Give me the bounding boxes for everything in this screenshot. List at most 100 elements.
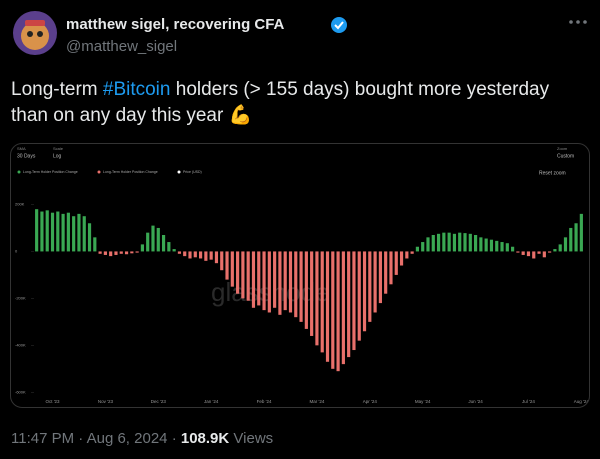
reset-zoom[interactable]: Reset zoom xyxy=(539,170,566,176)
bar xyxy=(399,251,404,266)
bar xyxy=(172,249,176,252)
bar xyxy=(574,223,578,252)
date[interactable]: Aug 6, 2024 xyxy=(86,430,168,447)
bar xyxy=(151,225,155,252)
more-menu[interactable] xyxy=(568,18,588,26)
bar xyxy=(146,232,150,252)
bar xyxy=(347,251,351,358)
bar xyxy=(341,251,345,365)
bar xyxy=(220,251,224,271)
emoji: 💪 xyxy=(228,105,253,126)
y-tick-label: 0 xyxy=(15,248,18,253)
bar xyxy=(489,239,494,252)
bar xyxy=(140,244,144,252)
bar xyxy=(161,235,166,252)
separator: · xyxy=(78,430,84,447)
bar xyxy=(241,251,245,299)
bar xyxy=(273,251,277,308)
bar xyxy=(548,251,552,253)
bar xyxy=(304,251,308,329)
bar xyxy=(331,251,335,369)
footer: 11:47 PM · Aug 6, 2024 · 108.9K Views xyxy=(11,430,273,447)
bar xyxy=(45,210,49,252)
bar xyxy=(484,238,488,252)
bar xyxy=(114,251,118,255)
bar xyxy=(436,233,441,252)
bar xyxy=(124,251,129,255)
x-tick-label: Oct '23 xyxy=(45,399,60,404)
bar xyxy=(357,251,361,341)
bar xyxy=(511,246,515,252)
bar xyxy=(225,251,229,280)
bar xyxy=(452,233,457,252)
bar xyxy=(246,251,250,301)
bar xyxy=(236,251,240,294)
bar xyxy=(389,251,393,285)
bar xyxy=(479,237,483,252)
bar xyxy=(516,251,520,253)
bar xyxy=(505,243,509,252)
bar xyxy=(103,251,107,255)
bar xyxy=(209,251,213,260)
bar xyxy=(431,235,435,252)
bar xyxy=(315,251,319,346)
bar xyxy=(87,223,92,252)
separator: · xyxy=(171,430,177,447)
bar xyxy=(230,251,234,287)
control-label: Zoom xyxy=(557,146,568,151)
handle[interactable]: @matthew_sigel xyxy=(66,38,178,55)
legend-label: Long-Term Holder Position Change xyxy=(23,170,78,174)
legend-label: Price (USD) xyxy=(183,170,202,174)
bar xyxy=(336,251,340,372)
x-tick-label: Dec '23 xyxy=(151,399,167,404)
bar xyxy=(299,251,303,322)
chart-image[interactable]: SMA 30 Days Scale Log Zoom Custom Reset … xyxy=(10,143,590,408)
bar xyxy=(579,213,583,252)
bar xyxy=(82,216,86,252)
bar xyxy=(442,232,446,252)
bar xyxy=(474,235,478,252)
legend-swatch xyxy=(97,170,101,174)
bar xyxy=(66,212,70,252)
bar xyxy=(199,251,203,259)
bar xyxy=(558,244,562,252)
author-name[interactable]: matthew sigel, recovering CFA xyxy=(66,16,285,33)
bar xyxy=(204,251,208,261)
legend-swatch xyxy=(17,170,21,174)
x-tick-label: Jul '24 xyxy=(522,399,535,404)
bar xyxy=(310,251,314,336)
y-tick-label: -200K xyxy=(15,295,26,300)
bar xyxy=(368,251,372,322)
bar xyxy=(373,251,377,313)
verified-badge xyxy=(331,17,347,33)
bar xyxy=(72,216,76,252)
bar xyxy=(426,237,430,252)
avatar[interactable] xyxy=(12,10,58,56)
bar xyxy=(537,251,541,254)
bar xyxy=(421,242,425,252)
bar xyxy=(495,240,499,252)
bar xyxy=(410,251,414,254)
bar xyxy=(130,251,134,254)
views-count: 108.9K xyxy=(180,430,230,447)
bar xyxy=(362,251,367,332)
bar xyxy=(458,232,462,252)
time[interactable]: 11:47 PM xyxy=(11,430,75,447)
bar xyxy=(109,251,113,257)
bar xyxy=(119,251,123,254)
bar xyxy=(542,251,546,258)
legend-label: Long-Term Holder Position Change xyxy=(103,170,158,174)
bar xyxy=(267,251,271,313)
bar xyxy=(352,251,356,351)
control-value: Log xyxy=(53,153,62,159)
bar xyxy=(156,227,160,252)
x-tick-label: Jun '24 xyxy=(468,399,483,404)
bar xyxy=(468,233,472,252)
bar xyxy=(40,211,44,252)
tweet-text: Long-term #Bitcoin holders (> 155 days) … xyxy=(11,77,591,129)
bar xyxy=(378,251,382,304)
hashtag[interactable]: #Bitcoin xyxy=(102,79,171,100)
bar xyxy=(521,251,525,255)
bar xyxy=(447,232,451,252)
